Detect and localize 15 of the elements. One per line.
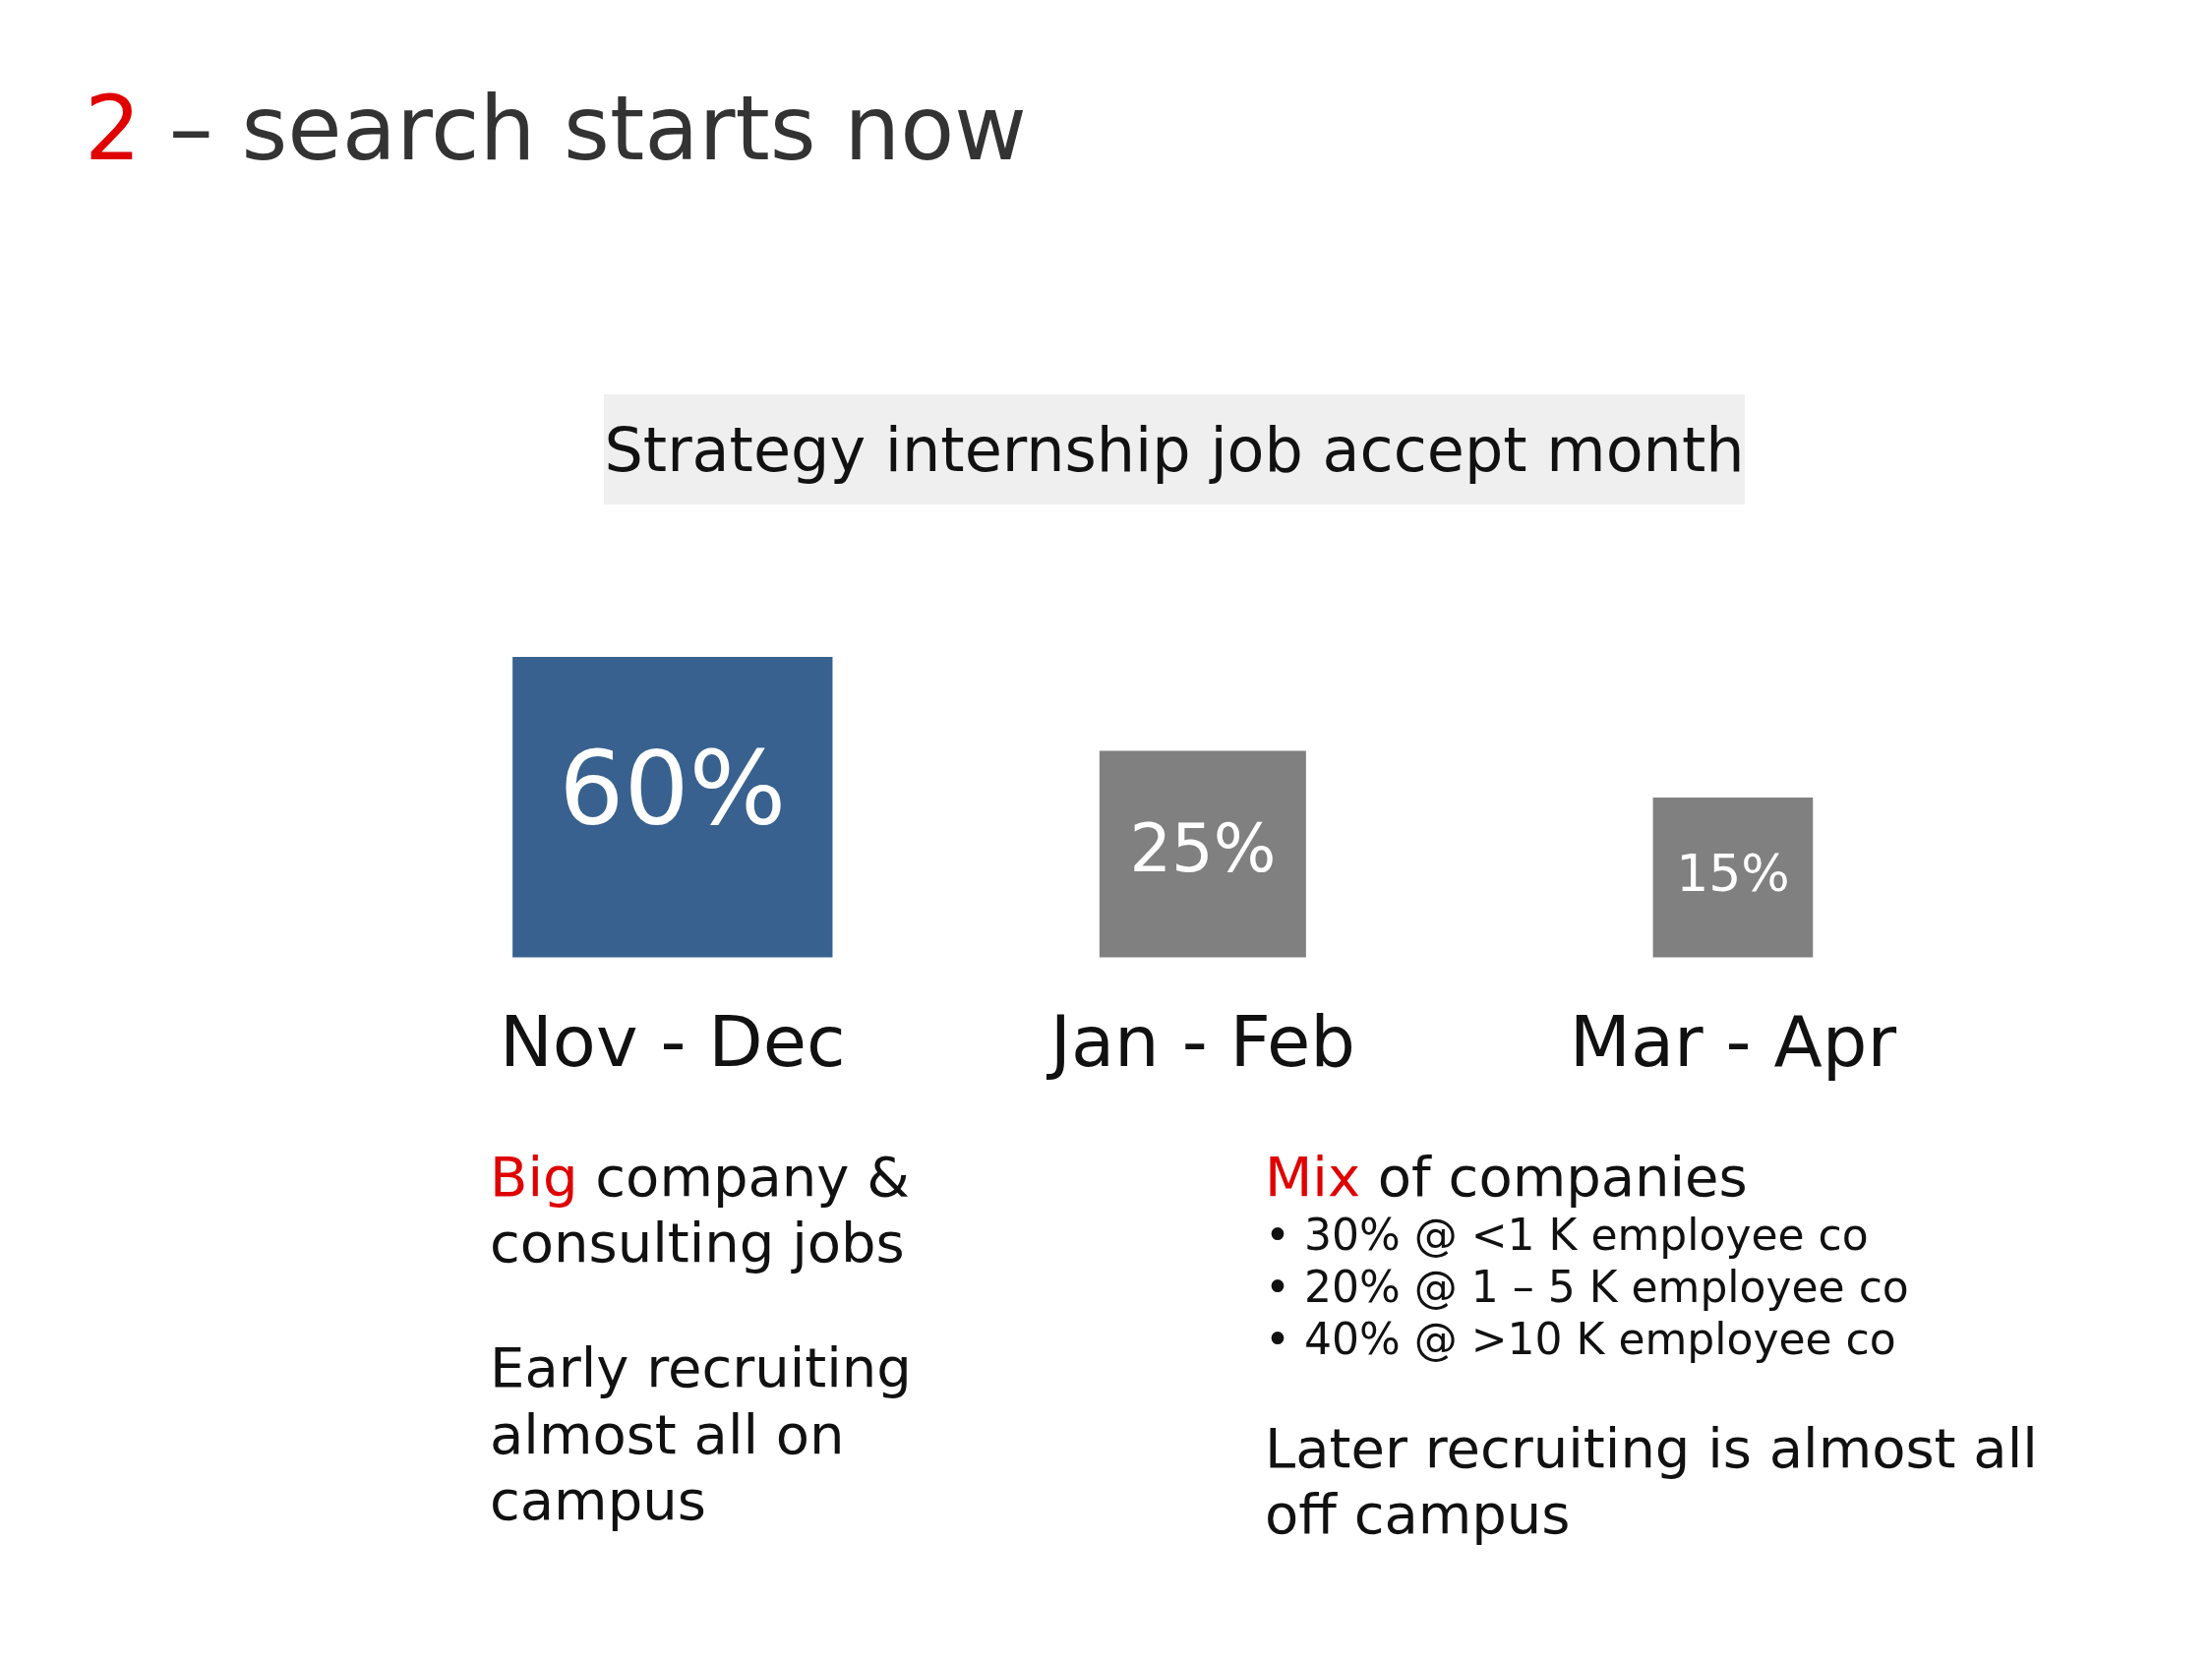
text: Later recruiting is almost all off campus — [1265, 1414, 2039, 1547]
text: • 30% @ <1 K employee co — [1265, 1210, 1870, 1262]
text: Strategy internship job accept month — [604, 394, 1745, 504]
text: Early recruiting almost all on campus — [490, 1334, 913, 1533]
data-label: 15% — [1676, 843, 1790, 903]
category-label: Jan - Feb — [1046, 999, 1355, 1083]
category-label: Nov - Dec — [499, 999, 846, 1083]
text: Big company & consulting jobs — [490, 1144, 911, 1276]
category-label: Mar - Apr — [1569, 999, 1897, 1083]
data-label: 25% — [1129, 810, 1277, 888]
text: 2 – search starts now — [85, 77, 1027, 180]
text: Mix of companies — [1265, 1144, 1749, 1211]
text: • 40% @ >10 K employee co — [1265, 1313, 1897, 1366]
text: • 20% @ 1 – 5 K employee co — [1265, 1261, 1910, 1314]
data-label: 60% — [559, 728, 787, 849]
